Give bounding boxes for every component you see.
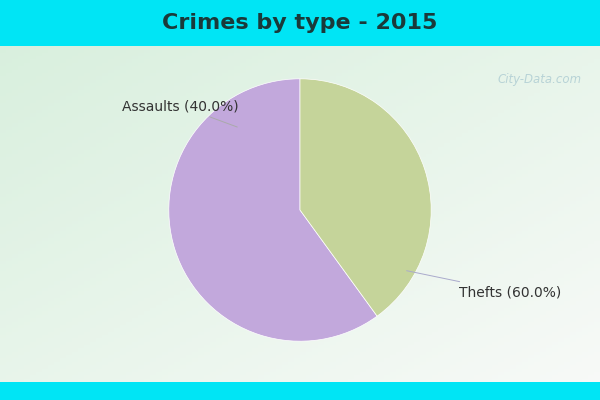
Text: Crimes by type - 2015: Crimes by type - 2015 — [163, 13, 437, 33]
Text: Thefts (60.0%): Thefts (60.0%) — [407, 271, 561, 299]
Wedge shape — [300, 79, 431, 316]
Text: City-Data.com: City-Data.com — [498, 73, 582, 86]
Text: Assaults (40.0%): Assaults (40.0%) — [122, 99, 239, 127]
Wedge shape — [169, 79, 377, 341]
